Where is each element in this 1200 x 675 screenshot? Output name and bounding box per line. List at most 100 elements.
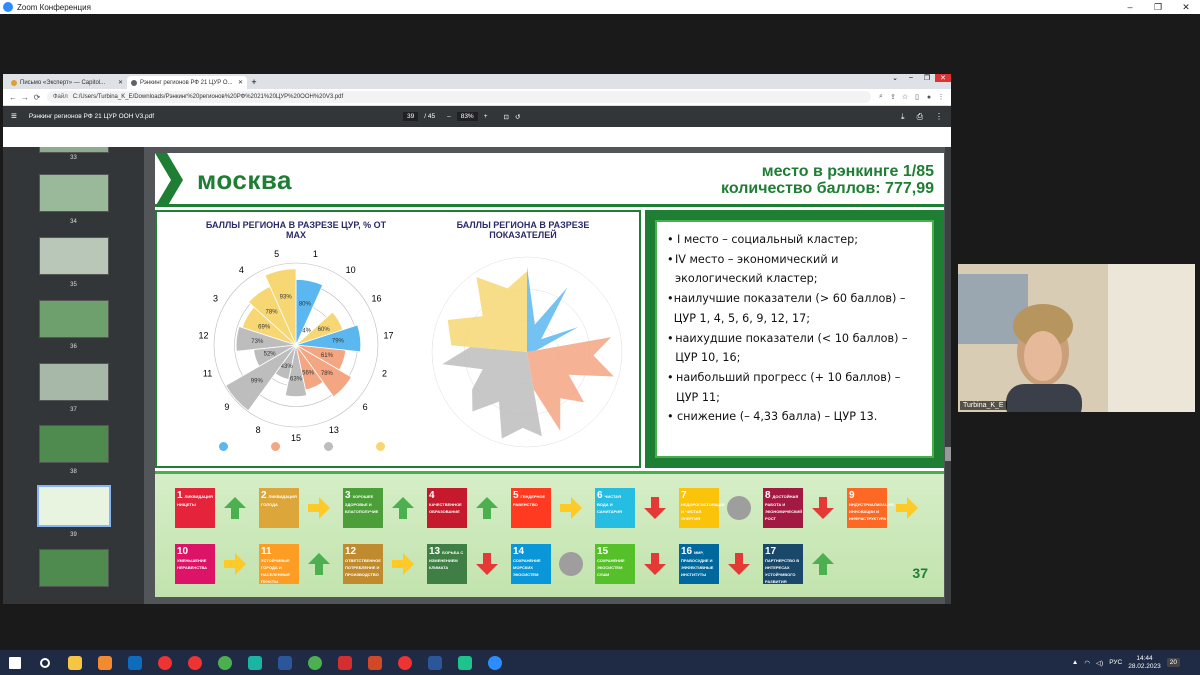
thumbnail-number: 39 <box>70 532 77 538</box>
acrobat-icon[interactable] <box>330 650 360 675</box>
participant-video[interactable]: Turbina_K_E <box>958 264 1195 412</box>
zoom-icon <box>3 2 13 12</box>
sdg-tile-11: 11 УСТОЙЧИВЫЕ ГОРОДА И НАСЕЛЕННЫЕ ПУНКТЫ <box>259 544 299 584</box>
powerpoint-icon[interactable] <box>360 650 390 675</box>
sdg-label: ЛИКВИДАЦИЯ ГОЛОДА <box>261 494 297 507</box>
legend-ecological-dot <box>323 442 333 451</box>
outlook-icon[interactable] <box>120 650 150 675</box>
language-indicator[interactable]: РУС <box>1109 659 1123 666</box>
polar-value-11: 52% <box>264 352 277 358</box>
app-icon[interactable] <box>240 650 270 675</box>
thumbnail-number: 37 <box>70 407 77 413</box>
yandex-browser-icon[interactable] <box>390 650 420 675</box>
back-icon[interactable]: ← <box>9 92 17 102</box>
start-button[interactable] <box>0 650 30 675</box>
sidebar-icon[interactable]: ▯ <box>915 94 919 101</box>
menu-icon[interactable]: ≡ <box>11 111 17 122</box>
sdg-number: 17 <box>765 546 777 557</box>
rank-line: место в рэнкинге 1/85 <box>761 163 934 180</box>
sdg-tile-15: 15 СОХРАНЕНИЕ ЭКОСИСТЕМ СУШИ <box>595 544 635 584</box>
thumbnail-number: 33 <box>70 155 77 161</box>
volume-icon[interactable]: ◁) <box>1096 659 1104 667</box>
thumbnail[interactable] <box>39 300 109 338</box>
summary-item: • наилучшие показатели (> 60 баллов) – ЦУ… <box>667 292 906 325</box>
sdg-label: МИР, ПРАВОСУДИЕ И ЭФФЕКТИВНЫЕ ИНСТИТУТЫ <box>681 550 714 577</box>
polar-value-17: 79% <box>332 339 345 345</box>
polar-bar-5 <box>264 268 297 346</box>
maximize-button[interactable]: ❐ <box>1153 1 1163 12</box>
close-button[interactable]: ✕ <box>935 74 951 82</box>
sdg-number: 3 <box>345 490 351 501</box>
thumbnail[interactable] <box>39 549 109 587</box>
kontur-icon[interactable] <box>450 650 480 675</box>
thumbnail[interactable] <box>39 237 109 275</box>
polar-label-9: 9 <box>224 402 229 412</box>
wifi-icon[interactable]: ◠ <box>1084 659 1091 667</box>
more-icon[interactable]: ⋮ <box>937 94 945 101</box>
word-icon[interactable] <box>270 650 300 675</box>
yandex-icon[interactable] <box>150 650 180 675</box>
zoom-icon[interactable]: ⌕ <box>879 93 883 100</box>
tab-pdf[interactable]: Рэнкинг регионов РФ 21 ЦУР О... ✕ <box>127 76 247 89</box>
polar-label-16: 16 <box>372 294 382 304</box>
page-input[interactable]: 39 <box>403 112 419 121</box>
word-icon[interactable] <box>420 650 450 675</box>
system-tray: ▲ ◠ ◁) РУС 14:44 28.02.2023 20 <box>1072 655 1200 671</box>
close-button[interactable]: ✕ <box>1182 1 1190 12</box>
zoom-taskbar-icon[interactable] <box>480 650 510 675</box>
chrome-icon[interactable] <box>210 650 240 675</box>
page-total: / 45 <box>424 113 436 120</box>
star-icon[interactable]: ☆ <box>901 94 909 101</box>
thumbnail[interactable] <box>39 425 109 463</box>
sdg-label: ОТВЕТСТВЕННОЕ ПОТРЕБЛЕНИЕ И ПРОИЗВОДСТВО <box>345 558 381 577</box>
rotate-icon[interactable]: ↺ <box>514 113 521 121</box>
sdg-number: 11 <box>261 546 272 557</box>
polar-label-17: 17 <box>383 330 393 340</box>
reload-icon[interactable]: ⟳ <box>33 92 41 102</box>
thumbnail-sidebar: 33 34 35 36 37 38 39 <box>3 147 144 604</box>
profile-icon[interactable]: ● <box>926 93 932 101</box>
sdg-number: 1 <box>177 490 183 501</box>
new-tab-button[interactable]: + <box>251 77 257 87</box>
file-explorer-icon[interactable] <box>60 650 90 675</box>
minimize-button[interactable]: – <box>909 74 913 81</box>
zoom-input[interactable]: 83% <box>456 112 478 121</box>
fit-page-icon[interactable]: ⊡ <box>503 113 509 121</box>
scroll-thumb[interactable] <box>945 447 951 461</box>
thumbnail[interactable] <box>39 363 109 401</box>
url-field[interactable]: Файл C:/Users/Turbina_K_E/Downloads/Рэнк… <box>47 91 871 103</box>
notifications-badge[interactable]: 20 <box>1166 658 1180 667</box>
thumbnail-number: 35 <box>70 282 77 288</box>
yandex-browser-icon[interactable] <box>180 650 210 675</box>
thumbnail[interactable] <box>39 174 109 212</box>
sdg-tile-10: 10 УМЕНЬШЕНИЕ НЕРАВЕНСТВА <box>175 544 215 584</box>
tab-mail[interactable]: Письмо «Эксперт» — Capitol... ✕ <box>7 76 127 89</box>
sdg-label: ЛИКВИДАЦИЯ НИЩЕТЫ <box>177 494 213 507</box>
chrome-icon[interactable] <box>300 650 330 675</box>
thumbnail[interactable] <box>39 147 109 153</box>
share-icon[interactable]: ⇪ <box>890 94 896 101</box>
legend-social-dot <box>218 442 228 451</box>
download-icon[interactable]: ⤓ <box>901 111 905 121</box>
forward-icon[interactable]: → <box>21 92 29 102</box>
clock[interactable]: 14:44 28.02.2023 <box>1128 655 1161 671</box>
minimize-button[interactable]: – <box>1127 1 1133 12</box>
maximize-button[interactable]: ❐ <box>923 75 931 82</box>
trend-up-icon <box>224 497 246 519</box>
tray-icon[interactable]: ▲ <box>1071 659 1079 666</box>
more-icon[interactable]: ⋮ <box>935 111 943 121</box>
zoom-out-button[interactable]: – <box>447 113 451 120</box>
zoom-in-button[interactable]: + <box>483 113 488 120</box>
polar-value-13: 56% <box>302 370 315 376</box>
radial-cluster-0 <box>527 266 579 352</box>
tab-search-icon[interactable]: ⌄ <box>892 75 898 82</box>
pdf-scrollbar[interactable] <box>945 147 951 604</box>
browser-window-controls: ⌄ – ❐ ✕ <box>887 74 951 82</box>
trend-down-icon <box>644 553 666 575</box>
print-icon[interactable]: ⎙ <box>916 111 923 121</box>
thumbnail-selected[interactable] <box>37 485 111 527</box>
close-tab-icon[interactable]: ✕ <box>117 80 123 86</box>
close-tab-icon[interactable]: ✕ <box>237 80 243 86</box>
app-icon[interactable] <box>90 650 120 675</box>
search-icon[interactable] <box>30 650 60 675</box>
